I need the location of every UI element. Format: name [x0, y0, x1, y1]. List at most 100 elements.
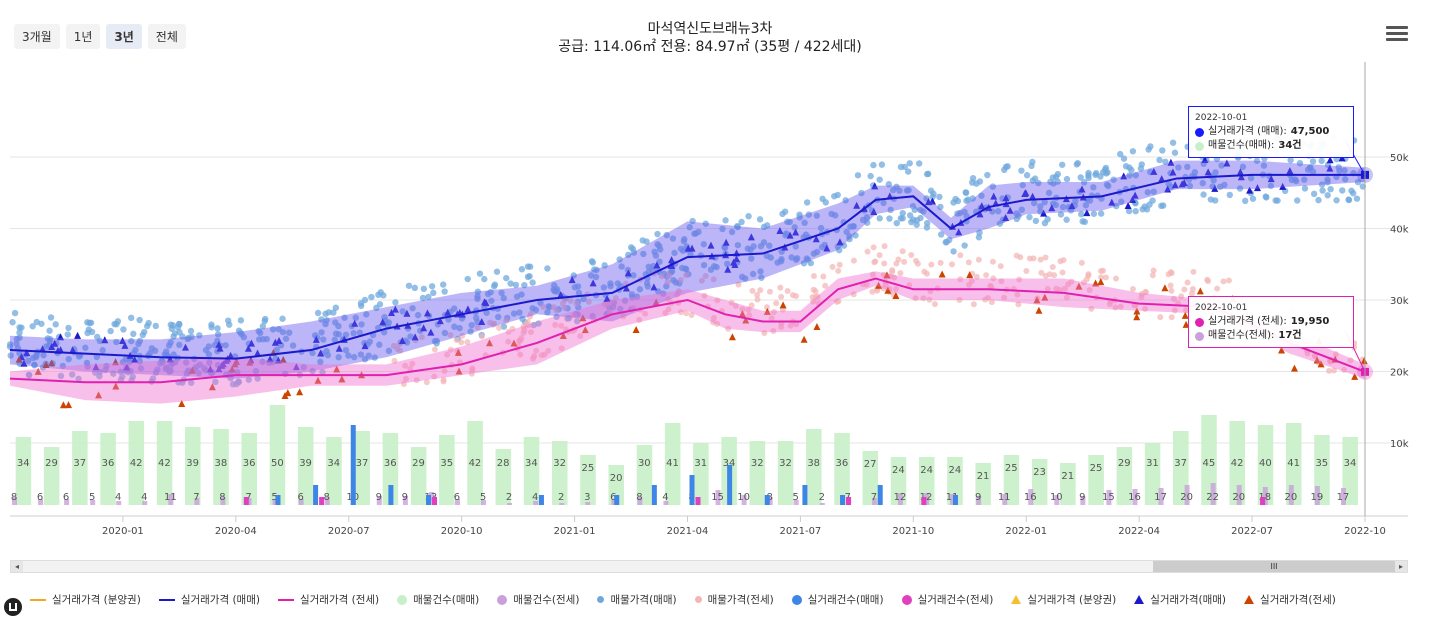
sale-listing-bar — [15, 437, 32, 505]
sale-listing-price-point — [728, 228, 736, 236]
scroll-left-arrow-icon[interactable]: ◂ — [11, 561, 23, 572]
sale-listing-price-point — [46, 327, 53, 334]
home-icon[interactable] — [4, 598, 22, 616]
sale-listing-label: 41 — [666, 458, 679, 469]
sale-listing-price-point — [950, 199, 957, 206]
sale-deal-price-marker — [871, 182, 879, 190]
rent-listing-label: 6 — [610, 492, 616, 503]
rent-listing-price-point — [881, 260, 888, 267]
rent-listing-price-point — [1142, 305, 1149, 312]
scroll-thumb[interactable]: III — [1153, 561, 1395, 572]
rent-listing-price-point — [771, 309, 778, 316]
sale-listing-price-point — [474, 288, 482, 295]
rent-listing-price-point — [1080, 279, 1087, 286]
sale-deal-price-marker — [464, 305, 472, 313]
legend-item[interactable]: 매물건수(매매) — [397, 592, 479, 607]
sale-listing-price-point — [791, 224, 798, 231]
legend-item[interactable]: 실거래가격 (매매) — [158, 592, 260, 607]
sale-deal-price-marker — [51, 339, 59, 347]
sale-listing-label: 42 — [158, 458, 171, 469]
legend-label: 실거래가격 (매매) — [180, 594, 260, 606]
rent-listing-price-point — [1189, 286, 1196, 293]
rent-listing-bar — [1236, 485, 1242, 505]
x-tick-label: 2021-01 — [554, 526, 596, 537]
chart-scrollbar[interactable]: ◂ III ▸ — [10, 560, 1408, 573]
sale-deal-price-marker — [57, 333, 65, 341]
rent-deal-price-marker — [892, 292, 900, 300]
sale-deal-price-marker — [1246, 186, 1254, 194]
rent-listing-price-point — [892, 286, 899, 293]
sale-listing-price-point — [733, 222, 741, 230]
legend-item[interactable]: 매물가격(전세) — [694, 592, 774, 607]
rent-deal-bar — [243, 497, 249, 505]
legend-item[interactable]: 실거래가격(전세) — [1244, 592, 1336, 607]
rent-listing-bar — [376, 496, 382, 505]
x-tick-label: 2020-04 — [215, 526, 257, 537]
sale-listing-price-point — [1041, 198, 1048, 206]
legend-item[interactable]: 실거래가격 (전세) — [277, 592, 379, 607]
sale-listing-label: 31 — [1146, 458, 1159, 469]
rent-listing-price-point — [665, 272, 672, 279]
sale-listing-price-point — [1126, 172, 1133, 179]
sale-listing-price-point — [467, 328, 474, 335]
sale-listing-bar — [354, 431, 370, 505]
rent-listing-price-point — [447, 346, 454, 353]
rent-listing-price-point — [710, 319, 717, 326]
sale-listing-price-point — [800, 260, 808, 267]
sale-listing-price-point — [259, 323, 267, 330]
sale-tooltip-price-label: 실거래가격 (매매): — [1208, 126, 1287, 137]
rent-listing-price-point — [1138, 294, 1145, 301]
legend-item[interactable]: 매물건수(전세) — [497, 592, 579, 607]
legend-item[interactable]: 실거래가격(매매) — [1134, 592, 1226, 607]
rent-listing-label: 10 — [1050, 492, 1063, 503]
rent-listing-price-point — [869, 271, 876, 278]
sale-listing-price-point — [617, 305, 624, 313]
sale-listing-price-point — [832, 212, 839, 219]
legend-item[interactable]: 실거래건수(전세) — [901, 592, 993, 607]
rent-listing-price-point — [688, 311, 695, 318]
rent-listing-price-point — [447, 332, 454, 339]
sale-listing-price-point — [120, 326, 127, 333]
rent-listing-price-point — [620, 313, 627, 320]
rent-listing-label: 17 — [1154, 492, 1167, 503]
sale-deal-price-marker — [823, 244, 831, 252]
sale-listing-price-point — [682, 266, 690, 273]
sale-listing-price-point — [96, 373, 103, 380]
legend-item[interactable]: 실거래건수(매매) — [791, 592, 884, 607]
sale-listing-price-point — [99, 347, 106, 354]
sale-listing-price-point — [31, 361, 38, 368]
range-3months-button[interactable]: 3개월 — [14, 24, 60, 49]
sale-listing-price-point — [1242, 197, 1249, 205]
rent-listing-price-point — [876, 252, 883, 259]
rent-deal-price-marker — [728, 333, 736, 341]
sale-listing-price-point — [1090, 210, 1098, 217]
range-all-button[interactable]: 전체 — [147, 24, 186, 49]
sale-listing-price-point — [810, 250, 818, 257]
rent-listing-price-point — [746, 312, 753, 319]
rent-deal-price-marker — [884, 286, 892, 294]
rent-listing-price-point — [881, 243, 888, 250]
range-3years-button[interactable]: 3년 — [106, 24, 142, 49]
sale-listing-price-point — [1339, 187, 1346, 194]
sale-listing-price-point — [886, 215, 893, 222]
sale-listing-price-point — [796, 211, 803, 218]
sale-listing-price-point — [870, 161, 877, 169]
scroll-right-arrow-icon[interactable]: ▸ — [1395, 561, 1407, 572]
sale-deal-price-marker — [1171, 181, 1179, 189]
legend-dot-icon — [694, 596, 702, 603]
hamburger-menu-icon[interactable] — [1386, 26, 1408, 44]
rent-listing-bar — [64, 499, 70, 505]
legend-label: 실거래가격 (분양권) — [52, 594, 141, 606]
rent-deal-price-marker — [1033, 296, 1041, 304]
legend-item[interactable]: 매물가격(매매) — [597, 592, 677, 607]
rent-listing-bar — [402, 496, 408, 505]
legend-item[interactable]: 실거래가격 (분양권) — [30, 592, 141, 607]
sale-listing-price-point — [1080, 179, 1088, 186]
sale-listing-price-point — [235, 378, 243, 386]
sale-deal-price-marker — [1223, 159, 1231, 167]
sale-listing-price-point — [757, 268, 764, 275]
legend-item[interactable]: 실거래가격 (분양권) — [1011, 592, 1116, 607]
range-1year-button[interactable]: 1년 — [65, 24, 101, 49]
rent-deal-price-marker — [338, 375, 346, 383]
x-tick-label: 2022-01 — [1005, 526, 1047, 537]
